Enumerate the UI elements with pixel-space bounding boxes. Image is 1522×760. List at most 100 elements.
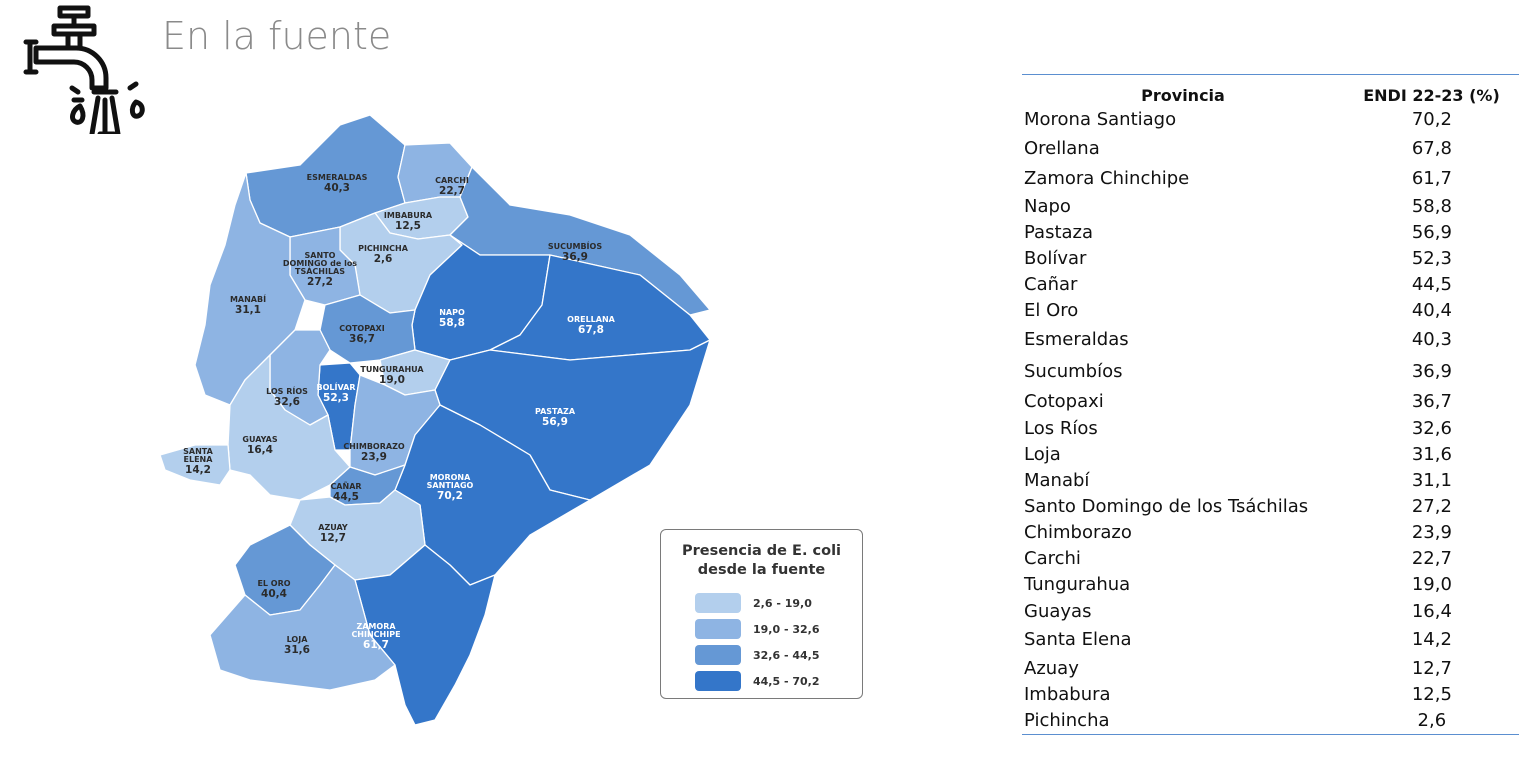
cell-value: 27,2 [1411,496,1452,517]
page-title: En la fuente [162,14,392,58]
cell-value: 58,8 [1411,196,1452,217]
table-row: Santa Elena 14,2 [1022,625,1519,655]
province-label: BOLÍVAR [317,381,356,392]
province-value: 12,5 [395,220,421,232]
province-value: 23,9 [361,451,387,463]
cell-value: 52,3 [1411,248,1452,269]
table-row: Azuay 12,7 [1022,655,1519,682]
table-row: Morona Santiago 70,2 [1022,105,1519,134]
legend-title-line1: Presencia de E. coli [681,543,842,559]
legend-item: 19,0 - 32,6 [695,619,820,639]
table-row: Tungurahua 19,0 [1022,572,1519,598]
cell-value: 36,7 [1411,391,1452,412]
legend-label: 2,6 - 19,0 [753,596,812,610]
table-body: Morona Santiago 70,2 Orellana 67,8 Zamora Ch… [1022,105,1519,734]
table-row: Pichincha 2,6 [1022,708,1519,734]
legend-label: 44,5 - 70,2 [753,674,820,688]
table-row: Carchi 22,7 [1022,546,1519,572]
province-label: ORELLANA [567,315,616,324]
province-zamora [354,544,496,726]
cell-value: 19,0 [1411,574,1452,595]
province-label: TSÁCHILAS [295,265,345,276]
province-value: 56,9 [542,416,568,428]
cell-provincia: Pichincha [1024,710,1110,731]
cell-value: 23,9 [1411,522,1452,543]
province-label: PASTAZA [535,407,576,416]
province-value: 12,7 [320,532,346,544]
province-value: 36,7 [349,333,375,345]
province-label: ZAMORA [356,622,396,631]
cell-provincia: Napo [1024,196,1071,217]
cell-value: 32,6 [1411,418,1452,439]
cell-provincia: Santo Domingo de los Tsáchilas [1024,496,1309,517]
cell-value: 12,7 [1411,658,1452,679]
table-row: Bolívar 52,3 [1022,246,1519,272]
cell-provincia: Manabí [1024,470,1090,491]
province-loja [209,564,396,691]
cell-value: 70,2 [1411,109,1452,130]
cell-provincia: Cotopaxi [1024,391,1104,412]
cell-provincia: Orellana [1024,138,1100,159]
legend-title: Presencia de E. coli desde la fuente [661,542,862,580]
province-value: 14,2 [185,464,211,476]
cell-provincia: Bolívar [1024,248,1087,269]
table-row: El Oro 40,4 [1022,298,1519,324]
cell-provincia: Carchi [1024,548,1081,569]
table-row: Napo 58,8 [1022,193,1519,220]
table-row: Santo Domingo de los Tsáchilas 27,2 [1022,494,1519,520]
cell-value: 36,9 [1411,361,1452,382]
cell-value: 22,7 [1411,548,1452,569]
table-row: Cotopaxi 36,7 [1022,388,1519,416]
province-label: EL ORO [257,579,290,588]
table-bottom-rule [1022,734,1519,735]
province-label: LOJA [287,635,309,644]
province-label: SANTIAGO [427,481,474,490]
legend-swatch [695,645,741,665]
province-value: 32,6 [274,396,300,408]
province-value: 36,9 [562,251,588,263]
cell-value: 61,7 [1411,168,1452,189]
cell-value: 44,5 [1411,274,1452,295]
legend-swatch [695,671,741,691]
province-label: DOMINGO de los [283,259,357,268]
province-label: SANTO [305,251,336,260]
province-label: CHINCHIPE [351,630,400,639]
legend-title-line2: desde la fuente [697,562,826,578]
table-top-rule [1022,74,1519,75]
table-row: Zamora Chinchipe 61,7 [1022,164,1519,193]
table-row: Loja 31,6 [1022,442,1519,468]
cell-provincia: Zamora Chinchipe [1024,168,1190,189]
cell-value: 14,2 [1411,629,1452,650]
table-row: Manabí 31,1 [1022,468,1519,494]
province-table: Provincia ENDI 22-23 (%) Morona Santiago… [1022,74,1519,735]
cell-provincia: Azuay [1024,658,1079,679]
province-value: 16,4 [247,444,273,456]
province-label: SANTA [183,447,213,456]
province-value: 40,4 [261,588,287,600]
province-label: GUAYAS [242,435,277,444]
table-header: Provincia ENDI 22-23 (%) [1022,75,1519,105]
legend-label: 19,0 - 32,6 [753,622,820,636]
cell-provincia: Morona Santiago [1024,109,1177,130]
province-santa-elena [159,444,231,486]
legend-item: 44,5 - 70,2 [695,671,820,691]
water-tap-icon [18,4,158,138]
province-label: SUCUMBÍOS [548,240,602,251]
cell-provincia: Cañar [1024,274,1078,295]
cell-value: 31,6 [1411,444,1452,465]
cell-provincia: Sucumbíos [1024,361,1123,382]
header-endi: ENDI 22-23 (%) [1363,86,1500,105]
cell-value: 31,1 [1411,470,1452,491]
province-guayas [227,354,351,501]
legend-item: 32,6 - 44,5 [695,645,820,665]
province-label: TUNGURAHUA [360,365,424,374]
province-value: 58,8 [439,317,465,329]
legend-swatch [695,619,741,639]
cell-value: 12,5 [1411,684,1452,705]
province-label: IMBABURA [384,211,433,220]
cell-value: 67,8 [1411,138,1452,159]
province-label: CHIMBORAZO [343,442,405,451]
cell-value: 40,4 [1411,300,1452,321]
province-value: 22,7 [439,185,465,197]
